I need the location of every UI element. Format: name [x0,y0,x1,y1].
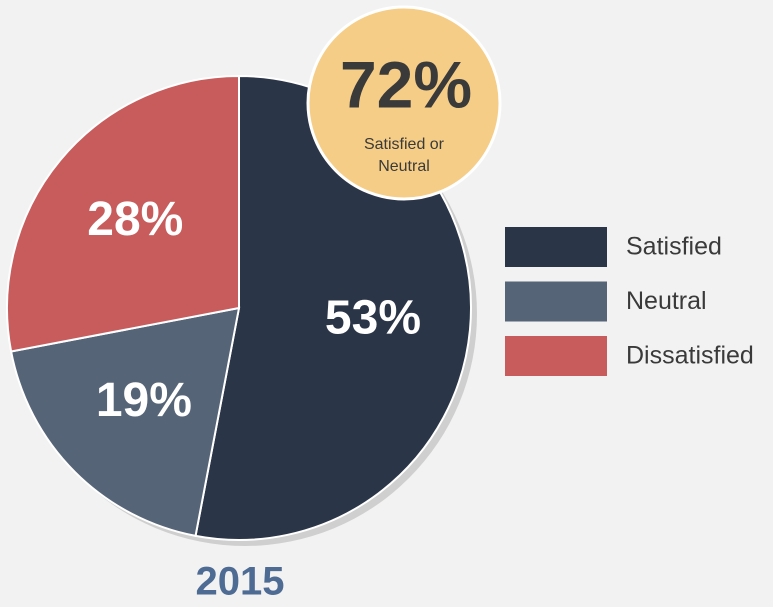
callout-text: Satisfied or Neutral [363,136,445,175]
pie-slice [9,306,241,538]
legend: Satisfied Neutral Dissatisfied [505,227,754,376]
value-labels: 53% 19% 28% [87,193,421,427]
legend-label: Satisfied [626,233,722,261]
legend-label: Neutral [626,287,707,315]
pie-slice [6,74,240,353]
callout-circle [306,5,502,201]
value-label: 53% [325,291,421,344]
legend-label: Dissatisfied [626,342,754,370]
legend-swatch [505,281,607,322]
callout-value: 72% [340,47,472,121]
value-label: 19% [96,374,192,427]
chart-title: 2015 [196,560,285,604]
legend-swatch [505,336,607,376]
value-label: 28% [87,193,183,246]
callout-box: Satisfied or Neutral [363,136,445,175]
legend-swatch [505,227,607,267]
